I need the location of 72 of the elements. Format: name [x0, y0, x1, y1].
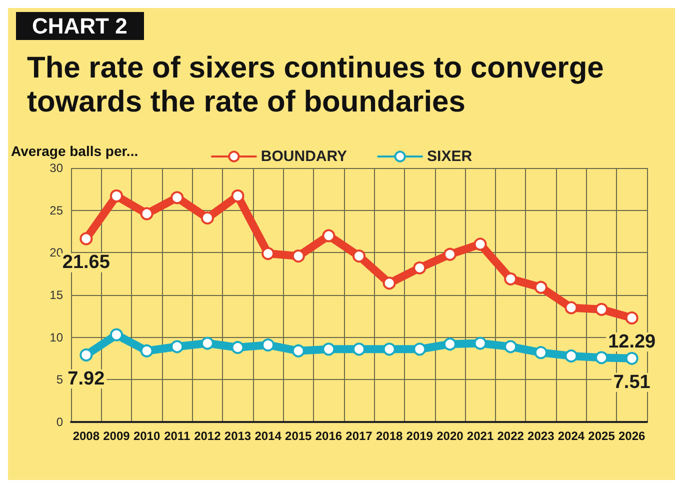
data-label: 7.92	[68, 368, 105, 390]
point	[352, 250, 366, 263]
x-tick-label: 2013	[224, 429, 252, 443]
point	[443, 338, 456, 351]
point	[200, 336, 214, 350]
point	[564, 349, 578, 362]
point	[625, 311, 638, 324]
x-tick-label: 2008	[72, 429, 100, 443]
point	[80, 232, 93, 246]
x-tick-label: 2023	[528, 429, 555, 443]
point	[140, 344, 154, 358]
point	[504, 340, 518, 354]
point	[595, 302, 608, 316]
legend-label: SIXER	[427, 148, 472, 165]
y-tick-label: 15	[50, 288, 64, 302]
point	[140, 207, 154, 220]
point	[231, 340, 244, 354]
chart-title: The rate of sixers continues to converge towards the rate of boundaries	[27, 52, 604, 118]
x-tick-label: 2017	[346, 429, 373, 443]
data-label: 12.29	[608, 331, 656, 352]
x-tick-label: 2009	[103, 429, 130, 443]
point	[534, 280, 548, 294]
point	[625, 352, 638, 365]
point	[413, 261, 426, 274]
point	[170, 340, 184, 354]
caption: CHART 2	[32, 14, 128, 38]
point	[322, 342, 336, 356]
point	[110, 189, 123, 202]
x-tick-label: 2012	[194, 429, 222, 443]
point	[262, 338, 275, 352]
point	[504, 272, 518, 286]
x-tick-label: 2025	[588, 429, 616, 443]
point	[443, 248, 456, 261]
x-tick-label: 2026	[618, 429, 646, 443]
x-tick-label: 2020	[436, 429, 464, 443]
point	[80, 348, 93, 362]
legend-label: BOUNDARY	[260, 148, 348, 165]
point	[352, 342, 366, 356]
x-tick-label: 2024	[558, 429, 585, 443]
x-tick-label: 2019	[406, 429, 434, 443]
point	[170, 191, 184, 204]
point	[292, 250, 305, 263]
x-tick-label: 2022	[497, 429, 524, 443]
y-tick-label: 10	[50, 330, 64, 344]
point	[292, 344, 305, 358]
x-tick-label: 2011	[164, 429, 190, 443]
data-label: 7.51	[613, 372, 651, 393]
y-tick-label: 25	[50, 203, 64, 218]
point	[382, 276, 396, 290]
point	[231, 189, 244, 202]
x-tick-label: 2015	[285, 429, 312, 443]
x-tick-label: 2018	[376, 429, 403, 443]
point	[474, 238, 487, 251]
y-axis-title: Average balls per...	[11, 143, 138, 159]
data-label: 21.65	[62, 252, 110, 274]
y-tick-label: 30	[50, 161, 64, 175]
point	[110, 328, 123, 342]
point	[534, 346, 548, 360]
point	[413, 342, 426, 356]
point	[382, 342, 396, 356]
point	[595, 351, 608, 364]
x-tick-label: 2010	[133, 429, 160, 443]
y-tick-label: 0	[56, 415, 64, 429]
point	[200, 211, 214, 224]
point	[564, 301, 578, 314]
y-tick-label: 5	[56, 372, 64, 387]
x-tick-label: 2021	[466, 429, 494, 443]
point	[262, 247, 275, 260]
x-tick-label: 2014	[254, 429, 282, 443]
x-tick-label: 2016	[315, 429, 342, 443]
point	[322, 229, 336, 242]
point	[474, 336, 487, 350]
